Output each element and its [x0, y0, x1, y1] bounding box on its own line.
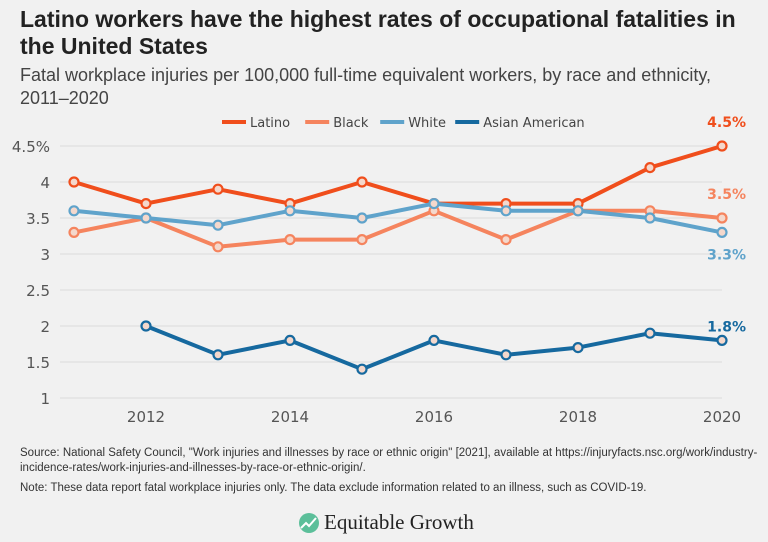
data-point	[500, 234, 512, 246]
data-point	[428, 198, 440, 210]
series-line-black	[73, 208, 723, 249]
data-point	[212, 241, 224, 253]
x-tick-label: 2018	[559, 408, 597, 426]
data-point	[356, 176, 368, 188]
x-tick-label: 2020	[703, 408, 741, 426]
logo-text: Equitable Growth	[324, 510, 474, 534]
data-point	[68, 205, 80, 217]
y-tick-label: 3	[40, 246, 50, 264]
data-point	[212, 219, 224, 231]
x-tick-label: 2012	[127, 408, 165, 426]
data-note: Note: These data report fatal workplace …	[20, 482, 647, 494]
data-point	[140, 198, 152, 210]
data-point	[212, 183, 224, 195]
data-point	[68, 176, 80, 188]
data-point	[716, 140, 728, 152]
source-note: Source: National Safety Council, "Work i…	[20, 447, 758, 474]
legend-label: Asian American	[483, 116, 584, 131]
data-point	[644, 162, 656, 174]
y-tick-label: 4	[40, 174, 50, 192]
data-point	[572, 342, 584, 354]
legend-label: White	[408, 116, 446, 131]
end-label: 1.8%	[707, 319, 746, 335]
line-chart: 1 1.5 2 2.5 3 3.5 4 4.5% 2012 2014 2016 2018 2020 Lat…	[12, 115, 746, 426]
series-line-latino	[73, 144, 723, 206]
data-point	[212, 349, 224, 361]
data-point	[68, 226, 80, 238]
chart-subtitle: Fatal workplace injuries per 100,000 ful…	[20, 65, 712, 108]
data-point	[140, 212, 152, 224]
data-point	[284, 234, 296, 246]
y-tick-label: 1	[40, 390, 50, 408]
end-label: 4.5%	[707, 115, 746, 131]
data-point	[428, 334, 440, 346]
y-tick-label: 1.5	[26, 354, 50, 372]
legend-label: Black	[333, 116, 369, 131]
data-point	[716, 226, 728, 238]
y-tick-label: 4.5%	[12, 138, 50, 156]
data-point	[644, 212, 656, 224]
chart-title: Latino workers have the highest rates of…	[20, 6, 736, 59]
data-point	[284, 205, 296, 217]
series-line-asian-american	[145, 324, 723, 372]
data-point	[500, 205, 512, 217]
data-point	[356, 234, 368, 246]
logo: Equitable Growth	[298, 510, 474, 535]
data-point	[356, 363, 368, 375]
end-label: 3.5%	[707, 187, 746, 203]
x-tick-label: 2016	[415, 408, 453, 426]
data-point	[284, 334, 296, 346]
data-point	[644, 327, 656, 339]
y-tick-label: 3.5	[26, 210, 50, 228]
legend-label: Latino	[250, 116, 290, 131]
data-point	[356, 212, 368, 224]
end-label: 3.3%	[707, 247, 746, 263]
data-point	[716, 334, 728, 346]
y-tick-label: 2.5	[26, 282, 50, 300]
data-point	[572, 205, 584, 217]
x-tick-label: 2014	[271, 408, 309, 426]
series-line-white	[73, 201, 723, 235]
data-point	[140, 320, 152, 332]
y-tick-label: 2	[40, 318, 50, 336]
logo-icon	[299, 512, 319, 533]
data-point	[716, 212, 728, 224]
data-point	[500, 349, 512, 361]
